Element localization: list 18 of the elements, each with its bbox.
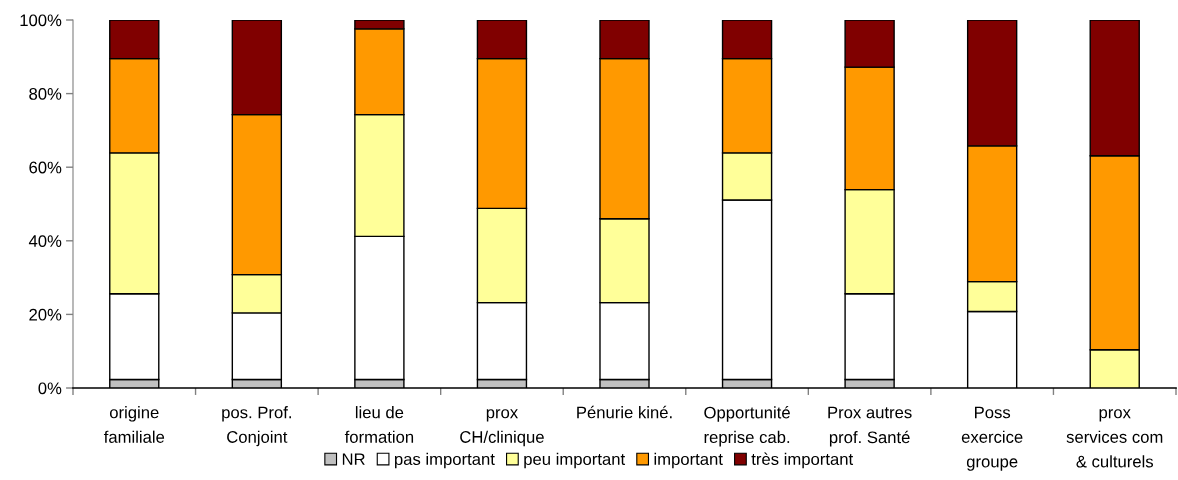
legend-label: pas important — [395, 452, 495, 469]
x-tick-label: origine familiale — [103, 406, 165, 443]
legend-label: très important — [751, 452, 854, 469]
x-tick-label: Pénurie kiné. — [577, 405, 672, 419]
y-tick-label: 0% — [38, 382, 62, 395]
y-tick-label: 80% — [29, 88, 62, 100]
legend-label: important — [654, 452, 723, 469]
y-tick-label: 60% — [29, 161, 62, 174]
y-tick-label: 40% — [28, 235, 62, 247]
x-tick-label: prox services com & culturels — [1066, 409, 1163, 468]
legend-label: peu important — [524, 452, 626, 469]
y-tick-label: 20% — [29, 308, 62, 321]
x-tick-label: Opportunité reprise cab. — [704, 406, 790, 447]
x-tick-label: Prox autres prof. Santé — [828, 406, 912, 447]
legend-label: NR — [342, 453, 365, 465]
x-tick-label: Poss exercice groupe — [961, 406, 1023, 471]
y-tick-label: 100% — [20, 14, 62, 27]
x-tick-label: pos. Prof. Conjoint — [222, 406, 291, 447]
